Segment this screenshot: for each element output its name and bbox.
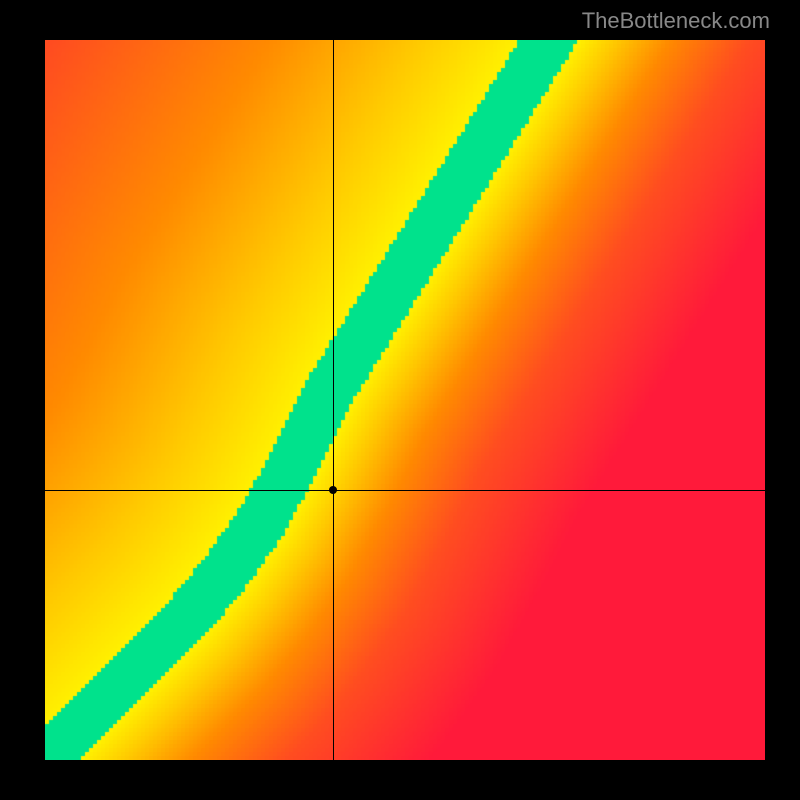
marker-dot [329, 486, 337, 494]
watermark: TheBottleneck.com [582, 8, 770, 34]
heatmap-canvas [45, 40, 765, 760]
crosshair-horizontal [45, 490, 765, 491]
crosshair-vertical [333, 40, 334, 760]
heatmap-plot [45, 40, 765, 760]
